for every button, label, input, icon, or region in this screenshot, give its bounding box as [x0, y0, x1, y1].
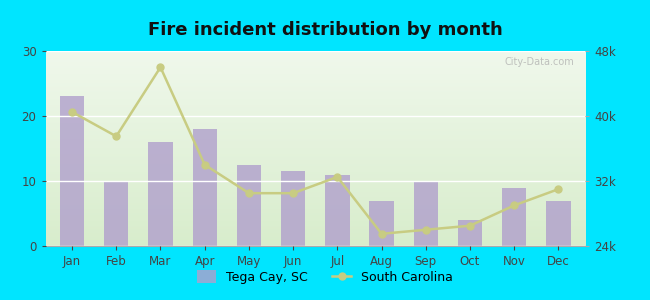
- Bar: [325, 175, 350, 246]
- Bar: [458, 220, 482, 246]
- Bar: [237, 165, 261, 246]
- Bar: [546, 200, 571, 246]
- Legend: Tega Cay, SC, South Carolina: Tega Cay, SC, South Carolina: [193, 267, 457, 288]
- Bar: [104, 181, 129, 246]
- Text: City-Data.com: City-Data.com: [504, 57, 574, 67]
- Bar: [502, 188, 526, 246]
- Bar: [148, 142, 173, 246]
- Bar: [413, 181, 438, 246]
- Bar: [60, 97, 84, 246]
- Bar: [281, 171, 306, 246]
- Bar: [192, 129, 217, 246]
- Bar: [369, 200, 394, 246]
- Text: Fire incident distribution by month: Fire incident distribution by month: [148, 21, 502, 39]
